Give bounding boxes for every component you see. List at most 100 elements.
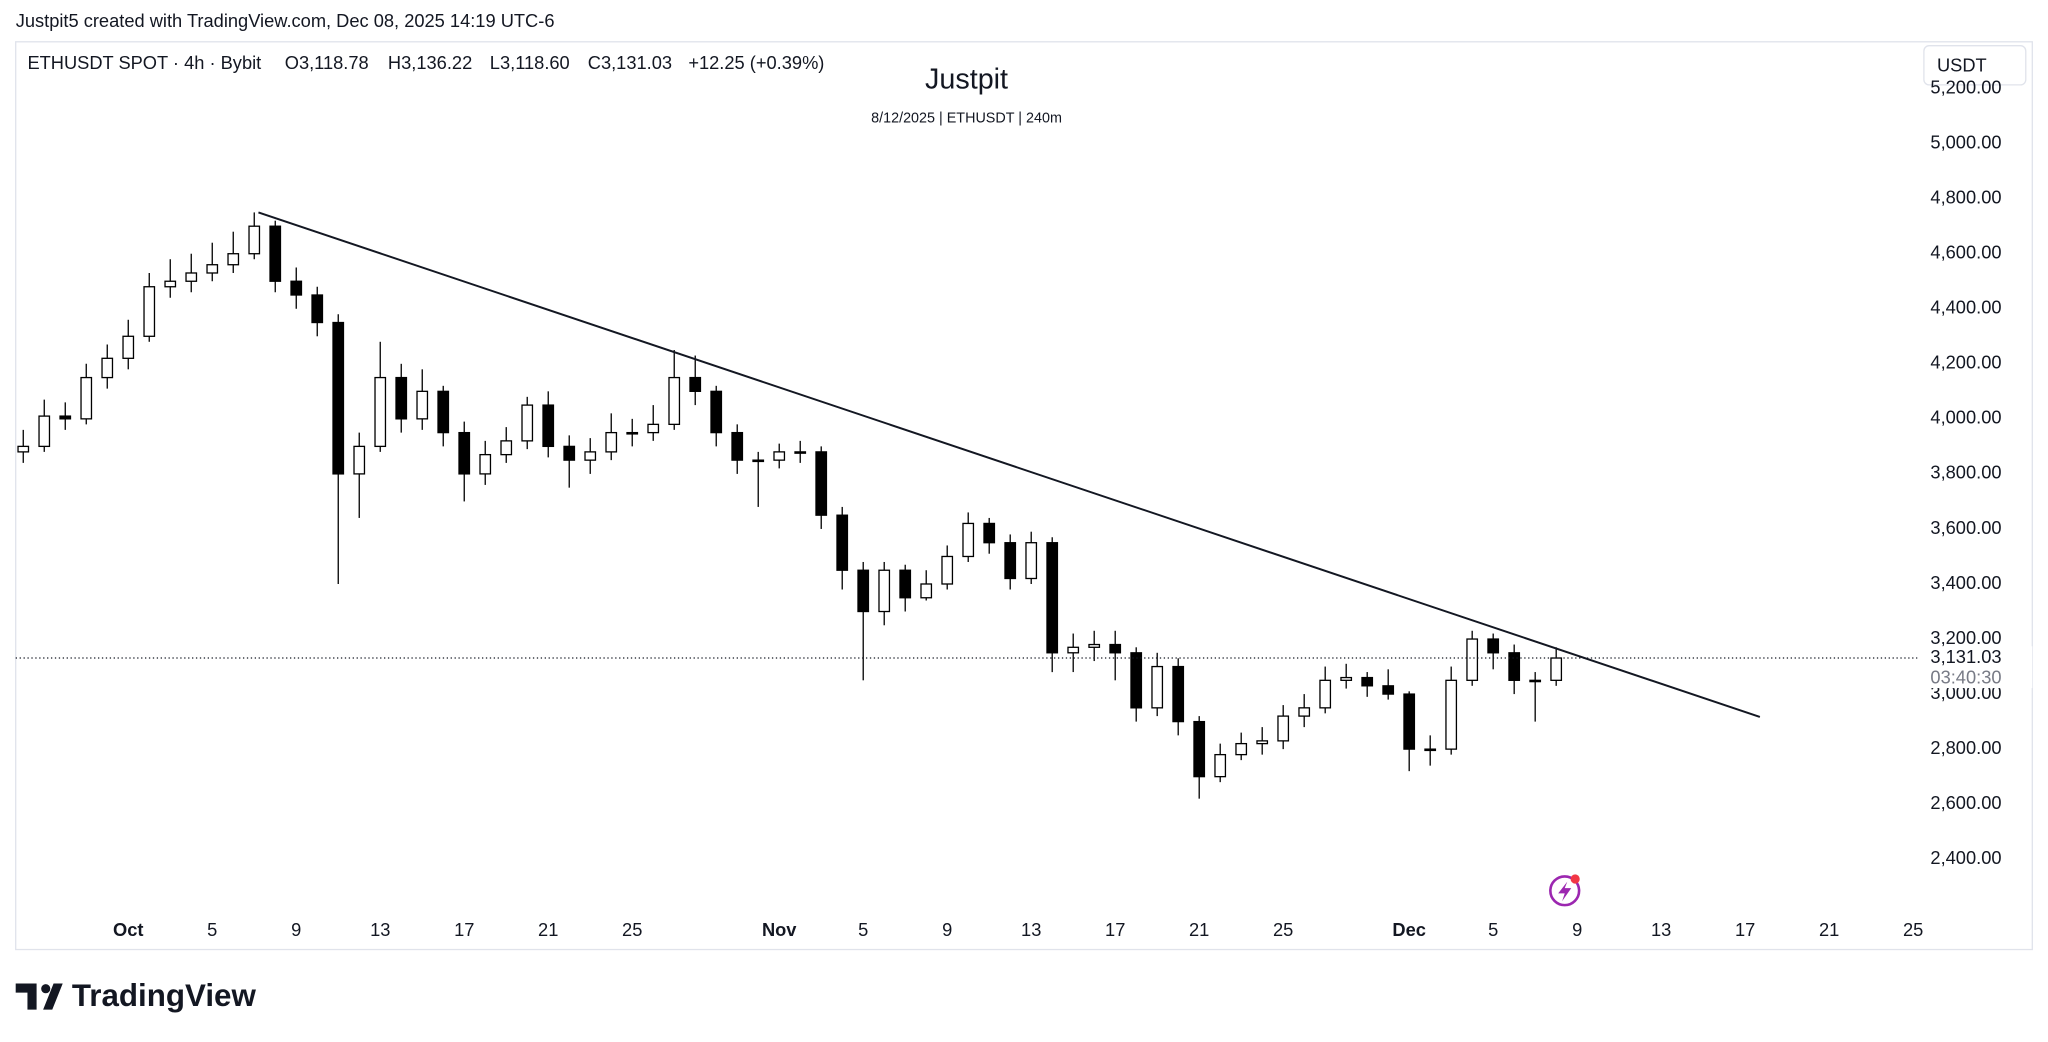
y-tick-label: 5,200.00 (1930, 76, 2001, 97)
currency-button[interactable] (1923, 45, 2027, 86)
candle-body (290, 280, 303, 296)
candle-body (731, 431, 744, 461)
candle-body (1445, 679, 1458, 750)
candle-body (500, 440, 513, 456)
y-tick-label: 5,000.00 (1930, 131, 2001, 152)
candle-body (1277, 715, 1290, 742)
candle-body (122, 335, 135, 359)
last-price-label: 3,131.03 (1930, 646, 2001, 667)
candle-body (542, 404, 555, 448)
x-tick-label: 17 (1735, 919, 1755, 940)
candle-body (1109, 643, 1122, 654)
candle-body (269, 225, 282, 282)
candle-body (1067, 646, 1080, 654)
ohlc-high: H3,136.22 (388, 52, 472, 73)
candle-body (353, 445, 366, 475)
candle-body (1151, 665, 1164, 709)
candle-body (1529, 679, 1542, 683)
candle-body (647, 423, 660, 434)
legend-bg (26, 49, 889, 79)
candle-body (1340, 676, 1353, 681)
candle-body (1424, 748, 1437, 752)
candle-body (311, 294, 324, 324)
y-tick-label: 3,600.00 (1930, 517, 2001, 538)
x-tick-label: 21 (1189, 919, 1209, 940)
chart-frame (15, 41, 2033, 951)
plot (17, 211, 1761, 799)
candle-body (1508, 652, 1521, 681)
x-tick-label: 9 (1572, 919, 1582, 940)
x-tick-label: 5 (858, 919, 868, 940)
y-tick-label: 3,800.00 (1930, 462, 2001, 483)
candle-body (185, 272, 198, 282)
candle-body (563, 445, 576, 461)
candle-body (941, 555, 954, 585)
y-tick-label: 4,000.00 (1930, 407, 2001, 428)
candle-body (1046, 542, 1059, 654)
y-tick-label: 3,200.00 (1930, 627, 2001, 648)
lightning-icon[interactable] (1549, 874, 1581, 907)
x-tick-label: 5 (207, 919, 217, 940)
candle-body (836, 514, 849, 571)
candle-body (1193, 720, 1206, 778)
candle-body (689, 376, 702, 392)
x-tick-label: 25 (1903, 919, 1923, 940)
x-tick-label: Oct (113, 919, 143, 940)
candle-body (668, 376, 681, 426)
candle-body (1361, 676, 1374, 687)
candle-body (437, 390, 450, 434)
y-tick-label: 4,200.00 (1930, 352, 2001, 373)
candle-body (458, 431, 471, 475)
candle-body (1382, 685, 1395, 695)
y-tick-label: 4,600.00 (1930, 242, 2001, 263)
x-tick-label: 5 (1488, 919, 1498, 940)
chart-title: Justpit (925, 64, 1008, 96)
y-tick-label: 4,800.00 (1930, 187, 2001, 208)
last-price-badge (1917, 646, 2033, 689)
candle-body (143, 286, 156, 337)
candle-body (17, 445, 30, 453)
candle-body (1298, 707, 1311, 717)
candle-body (80, 376, 93, 420)
candle-body (857, 569, 870, 613)
candle-body (227, 253, 240, 266)
candle-body (605, 431, 618, 453)
logo-text: TradingView (72, 978, 257, 1013)
x-tick-label: 21 (1819, 919, 1839, 940)
candle-body (626, 431, 639, 435)
y-tick-label: 2,600.00 (1930, 792, 2001, 813)
candle-body (962, 522, 975, 558)
candle-body (1004, 542, 1017, 580)
ohlc-low: L3,118.60 (490, 52, 570, 73)
candle-body (752, 459, 765, 463)
candle-body (1025, 542, 1038, 580)
candle-body (164, 280, 177, 288)
candle-body (584, 451, 597, 461)
candle-body (521, 404, 534, 442)
y-tick-label: 2,400.00 (1930, 847, 2001, 868)
x-tick-label: 13 (1651, 919, 1671, 940)
candle-body (1235, 742, 1248, 756)
candle-body (206, 264, 219, 274)
x-tick-label: Dec (1392, 919, 1426, 940)
countdown: 03:40:30 (1930, 667, 2001, 688)
x-tick-label: 21 (538, 919, 558, 940)
x-tick-label: 17 (1105, 919, 1125, 940)
x-tick-label: 25 (622, 919, 642, 940)
candle-body (899, 569, 912, 599)
candle-body (773, 451, 786, 461)
candle-body (1403, 693, 1416, 750)
x-tick-label: 13 (1021, 919, 1041, 940)
currency[interactable]: USDT (1937, 54, 1987, 75)
candle-body (416, 390, 429, 420)
logo: TradingView (15, 978, 257, 1013)
x-tick-label: 25 (1273, 919, 1293, 940)
candle-body (1256, 740, 1269, 745)
candle-body (374, 376, 387, 448)
candle-body (248, 225, 261, 255)
x-tick-label: 13 (370, 919, 390, 940)
ohlc-close: C3,131.03 (588, 52, 672, 73)
symbol: ETHUSDT SPOT · 4h · Bybit (27, 52, 261, 73)
candle-body (395, 376, 408, 420)
candle-body (1172, 665, 1185, 723)
